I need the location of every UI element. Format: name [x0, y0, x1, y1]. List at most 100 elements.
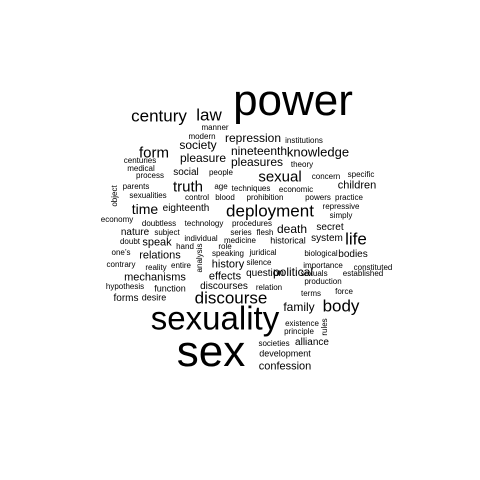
word-medical: medical — [127, 164, 155, 173]
word-social: social — [173, 167, 199, 178]
word-sex: sex — [176, 327, 246, 376]
word-desire: desire — [141, 292, 167, 303]
word-individual: individual — [184, 234, 218, 243]
word-specific: specific — [347, 170, 375, 179]
word-sexualities: sexualities — [129, 191, 167, 200]
word-series: series — [230, 228, 252, 237]
word-alliance: alliance — [295, 337, 329, 348]
word-system: system — [311, 233, 343, 244]
word-concern: concern — [311, 172, 341, 181]
word-body: body — [322, 296, 360, 316]
word-discourse: discourse — [194, 288, 268, 308]
word-juridical: juridical — [249, 248, 277, 257]
word-flesh: flesh — [256, 228, 274, 237]
word-hand: hand — [176, 242, 194, 251]
word-procedures: procedures — [231, 219, 273, 228]
word-reality: reality — [145, 263, 167, 272]
word-deployment: deployment — [226, 201, 314, 221]
word-hypothesis: hypothesis — [105, 282, 145, 291]
word-historical: historical — [270, 235, 306, 246]
word-forms: forms — [113, 293, 139, 304]
word-relation: relation — [255, 283, 283, 292]
word-role: role — [218, 242, 232, 251]
word-family: family — [283, 300, 315, 314]
word-doubt: doubt — [119, 237, 141, 246]
word-theory: theory — [290, 160, 314, 169]
word-pleasures: pleasures — [230, 155, 284, 169]
word-knowledge: knowledge — [286, 144, 350, 160]
word-death: death — [276, 222, 308, 236]
word-importance: importance — [303, 261, 343, 270]
word-century: century — [131, 106, 187, 126]
word-biological: biological — [304, 249, 338, 258]
word-time: time — [131, 201, 159, 217]
word-society: society — [179, 138, 217, 152]
word-existence: existence — [285, 319, 319, 328]
word-eighteenth: eighteenth — [162, 203, 210, 214]
word-secret: secret — [316, 222, 344, 233]
word-function: function — [154, 283, 186, 294]
word-economy: economy — [100, 215, 134, 224]
word-nature: nature — [120, 227, 150, 238]
word-prohibition: prohibition — [246, 193, 284, 202]
word-medicine: medicine — [223, 236, 257, 245]
word-effects: effects — [208, 270, 242, 283]
word-technology: technology — [184, 219, 224, 228]
word-doubtless: doubtless — [141, 219, 177, 228]
word-sexuals: sexuals — [300, 269, 328, 278]
word-truth: truth — [172, 178, 204, 196]
word-sexuality: sexuality — [150, 299, 280, 337]
word-practice: practice — [334, 193, 364, 202]
word-confession: confession — [258, 360, 312, 373]
word-children: children — [337, 179, 377, 192]
word-force: force — [335, 287, 353, 296]
word-mechanisms: mechanisms — [124, 271, 186, 284]
word-blood: blood — [215, 193, 235, 202]
word-constituted: constituted — [353, 263, 393, 272]
word-centuries: centuries — [123, 156, 157, 165]
word-silence: silence — [246, 258, 272, 267]
word-power: power — [233, 76, 353, 125]
word-life: life — [345, 229, 367, 249]
word-powers: powers — [305, 193, 331, 202]
word-techniques: techniques — [231, 184, 271, 193]
word-control: control — [184, 193, 210, 202]
word-discourses: discourses — [200, 281, 248, 292]
word-established: established — [342, 269, 384, 278]
word-entire: entire — [170, 261, 192, 270]
word-production: production — [304, 277, 342, 286]
word-development: development — [259, 348, 311, 359]
word-question: question — [246, 268, 284, 279]
word-economic: economic — [278, 185, 314, 194]
word-repression: repression — [224, 131, 282, 145]
word-process: process — [135, 171, 165, 180]
word-analysis: analysis — [195, 243, 204, 273]
word-subject: subject — [154, 228, 180, 237]
word-rules: rules — [320, 318, 329, 336]
word-contrary: contrary — [106, 260, 136, 269]
word-relations: relations — [139, 249, 181, 262]
word-nineteenth: nineteenth — [230, 144, 288, 158]
word-simply: simply — [329, 211, 353, 220]
word-parents: parents — [122, 182, 150, 191]
word-law: law — [196, 105, 222, 125]
word-speak: speak — [142, 236, 172, 249]
word-history: history — [211, 258, 245, 271]
word-pleasure: pleasure — [179, 151, 227, 165]
word-bodies: bodies — [338, 249, 368, 260]
word-manner: manner — [201, 123, 229, 132]
word-principle: principle — [284, 327, 314, 336]
word-sexual: sexual — [258, 168, 302, 186]
word-object: object — [110, 185, 119, 207]
word-people: people — [208, 168, 234, 177]
word-societies: societies — [258, 339, 290, 348]
word-speaking: speaking — [211, 249, 245, 258]
word-repressive: repressive — [322, 202, 360, 211]
word-form: form — [139, 144, 169, 162]
word-terms: terms — [301, 289, 321, 298]
word-ones: one’s — [111, 248, 131, 257]
word-modern: modern — [188, 132, 216, 141]
word-political: political — [272, 265, 314, 279]
word-institutions: institutions — [285, 136, 323, 145]
